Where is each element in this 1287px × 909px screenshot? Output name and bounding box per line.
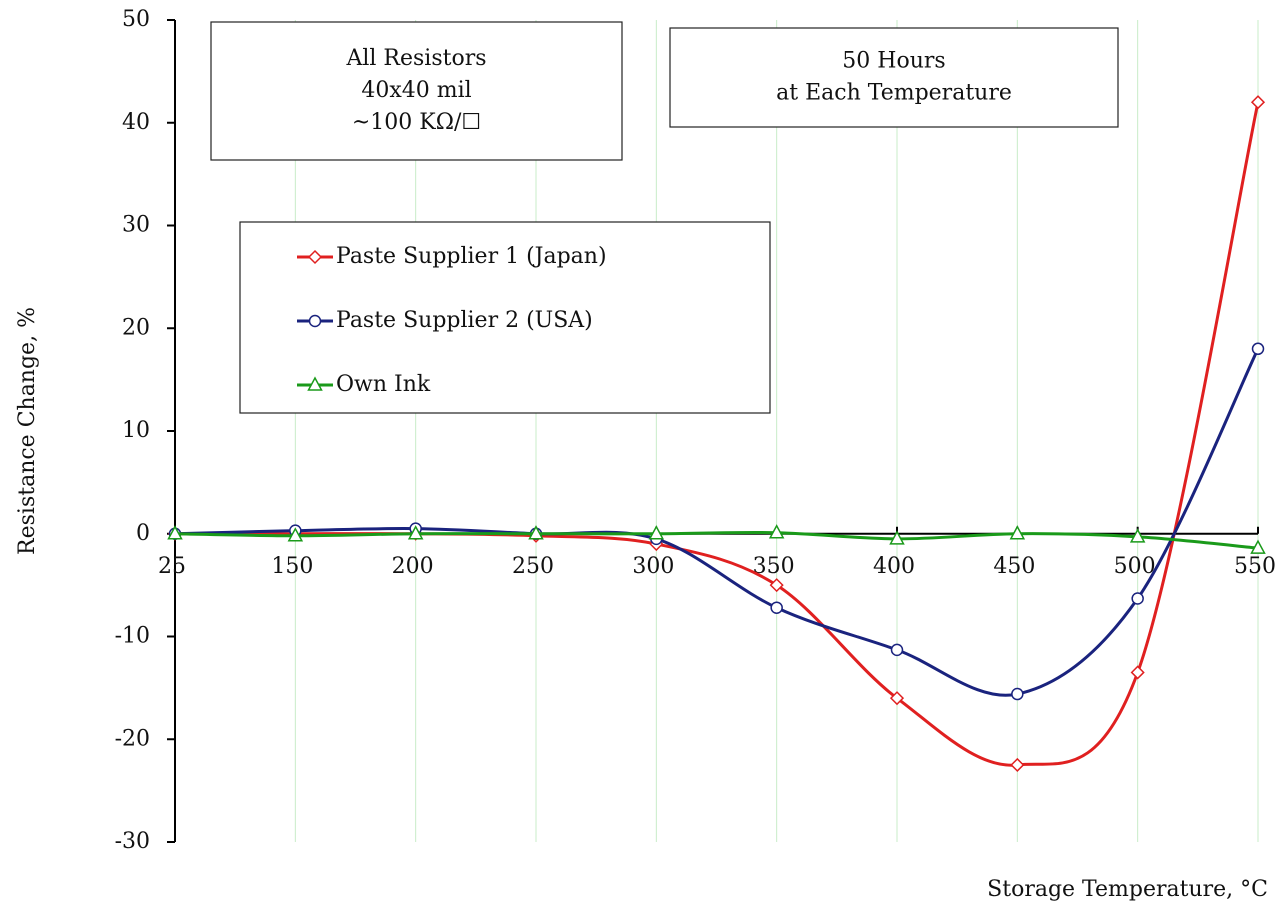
legend-box	[239, 221, 771, 414]
marker	[1251, 342, 1265, 356]
marker	[648, 525, 665, 540]
marker	[1130, 665, 1145, 680]
x-tick-label: 450	[993, 554, 1035, 579]
marker	[307, 249, 323, 265]
marker	[770, 601, 783, 614]
marker	[307, 376, 323, 391]
y-tick-label: 10	[122, 418, 150, 443]
y-tick-label: 20	[122, 315, 150, 340]
x-tick-label: 25	[158, 554, 186, 579]
marker	[1009, 525, 1026, 540]
y-tick-label: -10	[115, 624, 150, 649]
marker	[407, 525, 424, 540]
legend-label: Paste Supplier 1 (Japan)	[336, 244, 607, 269]
series-line	[174, 530, 1259, 550]
annotation-box	[210, 21, 623, 161]
marker	[1129, 528, 1146, 543]
annotation-text: 40x40 mil	[361, 78, 471, 103]
marker	[889, 691, 905, 706]
annotation-text: All Resistors	[345, 46, 486, 71]
series-line	[174, 101, 1260, 767]
marker	[890, 643, 904, 657]
series-line	[174, 348, 1260, 697]
marker	[889, 530, 905, 545]
y-tick-label: 30	[122, 213, 150, 238]
y-axis-label: Resistance Change, %	[15, 307, 40, 555]
y-tick-label: 0	[136, 521, 150, 546]
marker	[287, 527, 304, 542]
marker	[1010, 757, 1025, 772]
y-tick-label: 40	[122, 110, 150, 135]
y-tick-label: -20	[115, 726, 150, 751]
annotation-box	[669, 27, 1119, 128]
legend-label: Paste Supplier 2 (USA)	[336, 308, 593, 333]
x-tick-label: 200	[392, 554, 434, 579]
legend-label: Own Ink	[336, 372, 431, 397]
marker	[769, 578, 784, 593]
marker	[1250, 539, 1266, 554]
annotation-text: at Each Temperature	[776, 81, 1012, 106]
x-axis-label: Storage Temperature, °C	[987, 877, 1268, 902]
x-tick-label: 400	[873, 554, 915, 579]
x-tick-label: 300	[632, 554, 674, 579]
x-tick-label: 150	[271, 554, 313, 579]
x-tick-label: 250	[512, 554, 554, 579]
marker	[308, 314, 322, 328]
x-tick-label: 500	[1114, 554, 1156, 579]
annotation-text: 50 Hours	[842, 49, 945, 74]
marker	[1011, 687, 1024, 701]
annotation-text: ~100 KΩ/☐	[352, 110, 481, 135]
y-tick-label: 50	[122, 7, 150, 32]
marker	[1250, 95, 1266, 110]
marker	[167, 525, 183, 540]
y-tick-label: -30	[115, 829, 150, 854]
x-tick-label: 550	[1234, 554, 1276, 579]
marker	[768, 524, 785, 539]
marker	[528, 525, 544, 540]
marker	[1131, 592, 1144, 605]
